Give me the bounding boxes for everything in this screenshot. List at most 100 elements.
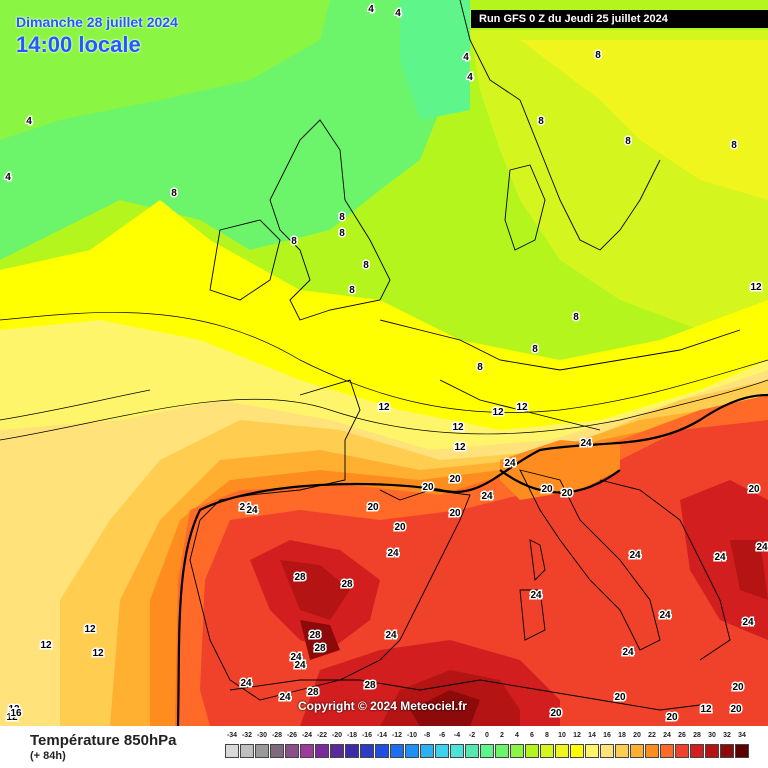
legend-tick-label: 12 [573,732,581,739]
isotherm-label: 28 [309,630,321,641]
isotherm-label: 20 [561,488,573,499]
legend-tick-label: -12 [391,732,403,739]
isotherm-label: 8 [339,212,345,223]
isotherm-label: 8 [339,228,345,239]
isotherm-label: 8 [538,116,544,127]
isotherm-label: 12 [6,712,18,723]
isotherm-label: 24 [580,438,592,449]
isotherm-label: 20 [367,502,379,513]
run-info-bar: Run GFS 0 Z du Jeudi 25 juillet 2024 [471,10,768,28]
isotherm-label: 12 [452,422,464,433]
isotherm-label: 24 [659,610,671,621]
isotherm-label: 28 [364,680,376,691]
legend-tick-label: -10 [406,732,418,739]
isotherm-label: 20 [422,482,434,493]
isotherm-label: 20 [449,474,461,485]
legend-swatch [480,744,494,758]
legend-swatch [675,744,689,758]
legend-swatch [435,744,449,758]
legend-panel: Température 850hPa (+ 84h) -34 -32 -30 -28-… [0,726,768,768]
legend-swatch [615,744,629,758]
isotherm-label: 8 [477,362,483,373]
legend-swatch [525,744,539,758]
legend-swatch [495,744,509,758]
legend-tick-label: -22 [316,732,328,739]
isotherm-label: 28 [314,643,326,654]
legend-tick-label: 0 [485,732,489,739]
legend-swatch [690,744,704,758]
copyright-text: Copyright © 2024 Meteociel.fr [298,699,467,713]
legend-tick-label: -18 [346,732,358,739]
isotherm-label: 20 [748,484,760,495]
isotherm-label: 12 [92,648,104,659]
isotherm-label: 20 [550,708,562,719]
legend-tick-label: 34 [738,732,746,739]
legend-tick-label: 8 [545,732,549,739]
legend-tick-label: -30 [256,732,268,739]
isotherm-label: 16 [10,708,22,719]
legend-tick-label: -28 [271,732,283,739]
isotherm-label: 8 [625,136,631,147]
legend-swatch [375,744,389,758]
isotherm-label: 12 [84,624,96,635]
isotherm-label: 20 [732,682,744,693]
isotherm-label: 24 [385,630,397,641]
isotherm-label: 24 [387,548,399,559]
legend-tick-label: 24 [663,732,671,739]
legend-tick-label: -26 [286,732,298,739]
legend-tick-label: -20 [331,732,343,739]
isotherm-label: 28 [294,572,306,583]
legend-tick-label: -24 [301,732,313,739]
legend-swatch [240,744,254,758]
legend-swatch [705,744,719,758]
legend-swatch [630,744,644,758]
isotherm-label: 24 [239,502,251,513]
isotherm-label: 8 [532,344,538,355]
legend-swatch [720,744,734,758]
isotherm-label: 28 [341,579,353,590]
isotherm-label: 4 [368,4,374,15]
isotherm-label: 20 [541,484,553,495]
isotherm-label: 24 [756,542,768,553]
legend-swatch [600,744,614,758]
forecast-time: 14:00 locale [16,32,141,57]
isotherm-label: 20 [394,522,406,533]
legend-tick-label: -2 [468,732,476,739]
temperature-color-scale: -34 -32 -30 -28 -26 -24 -22 -20 -18 -16 -14 -12 -10-… [224,732,752,762]
legend-swatch [345,744,359,758]
legend-tick-label: -4 [453,732,461,739]
isotherm-label: 12 [40,640,52,651]
isotherm-label: 24 [246,505,258,516]
legend-swatch [330,744,344,758]
legend-tick-label: 22 [648,732,656,739]
isotherm-label: 24 [714,552,726,563]
isotherm-label: 8 [595,50,601,61]
legend-swatch [420,744,434,758]
legend-tick-label: -6 [438,732,446,739]
legend-swatch [735,744,749,758]
isotherm-label: 24 [629,550,641,561]
isotherm-label: 24 [742,617,754,628]
isotherm-label: 12 [516,402,528,413]
isotherm-label: 24 [622,647,634,658]
isotherm-label: 24 [290,652,302,663]
isotherm-label: 20 [666,712,678,723]
isotherm-label: 8 [291,236,297,247]
isotherm-label: 20 [730,704,742,715]
isotherm-label: 20 [449,508,461,519]
legend-tick-label: 16 [603,732,611,739]
isotherm-label: 24 [294,660,306,671]
isotherm-label: 24 [240,678,252,689]
isotherm-label: 4 [463,52,469,63]
isotherm-label: 12 [750,282,762,293]
isotherm-label: 24 [504,458,516,469]
isotherm-label: 12 [8,704,20,715]
legend-swatch [660,744,674,758]
isotherm-label: 24 [530,590,542,601]
legend-subtitle: (+ 84h) [30,750,66,762]
legend-swatch [300,744,314,758]
isotherm-label: 8 [363,260,369,271]
legend-swatch [225,744,239,758]
legend-swatch [450,744,464,758]
